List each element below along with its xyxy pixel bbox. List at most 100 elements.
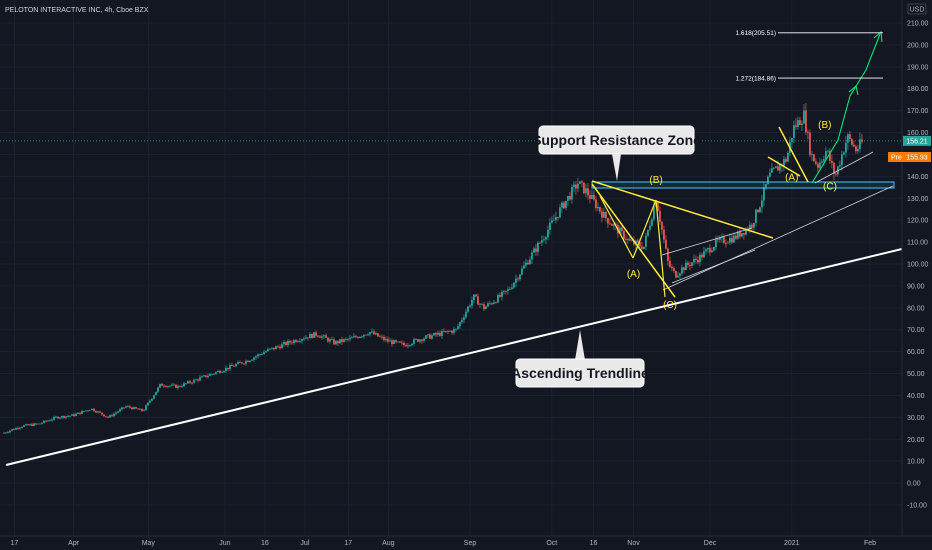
candle-body — [15, 428, 17, 430]
candle-body — [375, 333, 377, 335]
candle-body — [135, 407, 137, 409]
y-tick-label: 90.00 — [907, 283, 925, 290]
y-tick-label: 50.00 — [907, 371, 925, 378]
candle-body — [105, 416, 107, 418]
candle-body — [23, 425, 25, 427]
candle-body — [261, 354, 263, 355]
candle-body — [271, 347, 273, 349]
candle-body — [267, 349, 269, 352]
candle-body — [75, 413, 77, 416]
candle-body — [525, 262, 527, 266]
candle-body — [9, 430, 11, 433]
candle-body — [551, 220, 553, 223]
candle-body — [249, 360, 251, 362]
candle-body — [405, 345, 407, 347]
candle-body — [285, 342, 287, 345]
candle-body — [113, 413, 115, 417]
wave-a-line — [599, 195, 634, 259]
candle-body — [671, 266, 673, 269]
candle-body — [517, 278, 519, 280]
candle-body — [89, 409, 91, 411]
candle-body — [693, 258, 695, 263]
candle-body — [519, 274, 521, 280]
candle-body — [235, 364, 237, 367]
candle-body — [441, 331, 443, 336]
wave-label: (A) — [627, 269, 640, 280]
candle-body — [215, 372, 217, 374]
candle-body — [399, 341, 401, 343]
x-tick-label: 2021 — [784, 540, 800, 547]
candle-body — [813, 154, 815, 162]
candle-body — [49, 420, 51, 422]
candle-body — [91, 408, 93, 410]
candle-body — [137, 408, 139, 410]
trendline-callout-pointer — [575, 330, 585, 360]
candle-body — [47, 420, 49, 422]
candle-body — [495, 302, 497, 304]
candle-body — [489, 303, 491, 305]
candle-body — [817, 163, 819, 168]
candle-body — [27, 424, 29, 426]
y-tick-label: 210.00 — [907, 21, 929, 28]
candle-body — [569, 195, 571, 200]
candle-body — [695, 258, 697, 260]
candle-body — [815, 161, 817, 164]
candle-body — [685, 262, 687, 271]
candle-body — [269, 348, 271, 350]
candle-body — [393, 340, 395, 345]
candle-body — [607, 218, 609, 224]
trendline-callout-text: Ascending Trendline — [511, 365, 649, 381]
ascending-trendline — [5, 247, 907, 466]
candle-body — [371, 331, 373, 333]
candle-body — [143, 410, 145, 411]
candle-body — [157, 387, 159, 392]
candle-body — [687, 262, 689, 265]
y-tick-label: 20.00 — [907, 437, 925, 444]
candle-body — [327, 337, 329, 342]
y-tick-label: 180.00 — [907, 86, 929, 93]
candle-body — [319, 336, 321, 338]
candle-body — [119, 409, 121, 412]
candle-body — [281, 344, 283, 349]
candle-body — [391, 340, 393, 345]
candle-body — [805, 110, 807, 133]
candle-body — [213, 373, 215, 375]
candle-body — [485, 306, 487, 310]
candle-body — [257, 354, 259, 357]
candle-body — [779, 164, 781, 171]
candle-body — [227, 367, 229, 370]
candle-body — [167, 385, 169, 387]
lower-channel-line — [662, 185, 894, 291]
candle-body — [515, 278, 517, 283]
candle-body — [601, 211, 603, 218]
candle-body — [775, 166, 777, 168]
candle-body — [727, 242, 729, 244]
candle-body — [115, 412, 117, 414]
candle-body — [365, 334, 367, 336]
x-tick-label: 17 — [344, 540, 352, 547]
candle-body — [445, 330, 447, 332]
currency-badge[interactable] — [907, 3, 927, 15]
candle-body — [193, 379, 195, 383]
x-tick-label: Apr — [68, 540, 80, 547]
candle-body — [829, 150, 831, 162]
candle-body — [563, 202, 565, 209]
small-wedge-lower — [767, 156, 801, 177]
x-tick-label: 16 — [590, 540, 598, 547]
candle-body — [759, 207, 761, 213]
candle-body — [401, 342, 403, 344]
candle-body — [303, 338, 305, 340]
y-tick-label: 140.00 — [907, 174, 929, 181]
candle-body — [223, 370, 225, 372]
candle-body — [597, 207, 599, 209]
candle-body — [73, 414, 75, 416]
candle-body — [183, 383, 185, 387]
candle-body — [117, 411, 119, 413]
candle-body — [481, 303, 483, 305]
candle-body — [477, 296, 479, 305]
candle-body — [737, 231, 739, 239]
premarket-price-label: 155.93 — [906, 155, 928, 162]
candle-body — [475, 294, 477, 297]
candle-body — [795, 125, 797, 127]
